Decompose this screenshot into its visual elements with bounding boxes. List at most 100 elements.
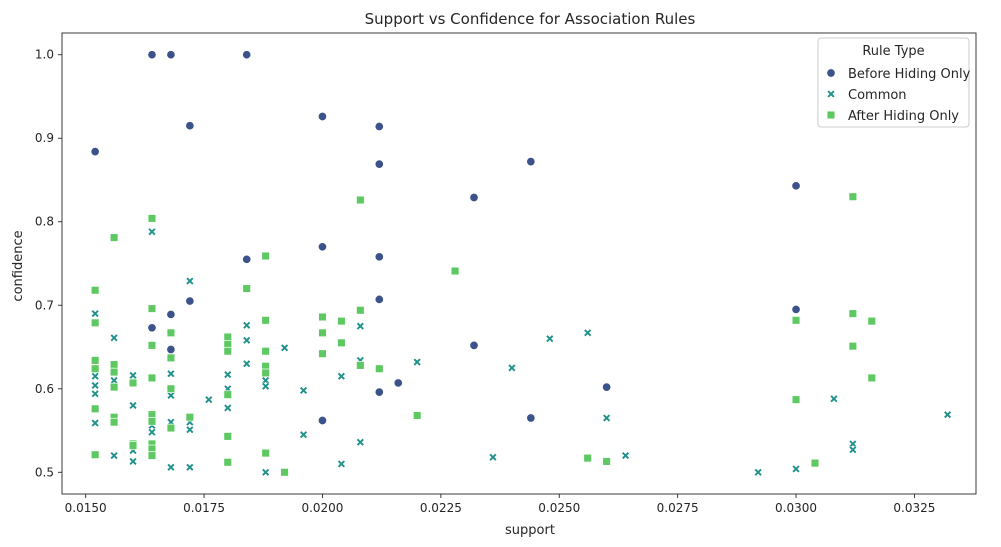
common-point: [128, 457, 138, 466]
after-hiding-point: [90, 356, 100, 365]
after-hiding-point: [261, 251, 270, 261]
before-hiding-point: [147, 323, 157, 333]
after-hiding-point: [147, 304, 157, 313]
plot-area: [61, 32, 977, 495]
common-point: [242, 321, 251, 330]
common-point: [829, 394, 839, 403]
before-hiding-point: [90, 147, 100, 157]
common-point: [147, 227, 157, 236]
common-point: [166, 463, 176, 472]
y-tick-label: 0.5: [35, 465, 54, 479]
common-point: [261, 376, 270, 385]
x-tick-label: 0.0275: [657, 501, 699, 515]
after-hiding-point: [242, 284, 251, 293]
legend-title: Rule Type: [862, 44, 924, 59]
common-point: [109, 376, 119, 385]
after-hiding-point: [867, 373, 877, 383]
chart-title: Support vs Confidence for Association Ru…: [365, 10, 696, 28]
common-point: [848, 439, 858, 449]
after-hiding-point: [356, 306, 365, 315]
common-point: [185, 425, 195, 434]
after-hiding-point: [147, 341, 157, 350]
after-hiding-point: [602, 457, 611, 466]
after-hiding-point: [166, 384, 176, 394]
after-hiding-point: [848, 192, 858, 201]
after-hiding-point: [356, 195, 365, 205]
before-hiding-point: [602, 382, 612, 392]
before-hiding-point: [317, 111, 328, 122]
after-hiding-point: [223, 346, 233, 356]
legend-marker: [826, 68, 836, 78]
common-point: [261, 382, 270, 391]
after-hiding-point: [223, 332, 233, 342]
after-hiding-point: [791, 395, 801, 404]
after-hiding-point: [223, 432, 233, 441]
y-tick-label: 0.9: [35, 131, 54, 145]
after-hiding-point: [450, 266, 460, 276]
before-hiding-point: [317, 242, 328, 252]
after-hiding-point: [128, 441, 138, 450]
after-hiding-point: [90, 364, 100, 373]
legend-entry-label: Common: [848, 88, 907, 103]
before-hiding-point: [374, 121, 384, 132]
x-tick-label: 0.0250: [538, 501, 580, 515]
common-point: [109, 333, 119, 342]
common-point: [242, 336, 251, 345]
after-hiding-point: [109, 382, 119, 392]
common-point: [943, 410, 952, 419]
common-point: [299, 430, 308, 439]
common-point: [242, 359, 251, 368]
before-hiding-point: [166, 309, 176, 319]
common-point: [488, 453, 498, 462]
common-point: [166, 391, 176, 400]
before-hiding-point: [791, 181, 801, 191]
before-hiding-point: [374, 294, 384, 304]
common-point: [356, 321, 365, 331]
after-hiding-point: [810, 458, 820, 468]
after-hiding-point: [261, 316, 270, 325]
after-hiding-point: [318, 312, 327, 322]
after-hiding-point: [147, 417, 157, 426]
before-hiding-point: [147, 50, 157, 60]
before-hiding-point: [469, 192, 479, 203]
after-hiding-point: [223, 390, 233, 399]
after-hiding-point: [147, 214, 157, 223]
after-hiding-point: [166, 423, 176, 433]
common-point: [128, 401, 138, 410]
after-hiding-point: [109, 367, 119, 377]
before-hiding-point: [166, 344, 176, 355]
before-hiding-point: [791, 304, 801, 314]
x-tick-label: 0.0300: [775, 501, 817, 515]
after-hiding-point: [90, 285, 100, 295]
common-point: [90, 381, 100, 390]
after-hiding-point: [867, 316, 877, 326]
before-hiding-point: [526, 157, 536, 167]
y-tick-label: 0.8: [35, 215, 54, 229]
common-point: [90, 309, 100, 318]
before-hiding-point: [526, 413, 536, 423]
before-hiding-point: [242, 50, 252, 60]
y-axis-label: confidence: [11, 230, 26, 301]
common-point: [337, 372, 346, 381]
common-point: [602, 413, 611, 423]
x-tick-label: 0.0325: [893, 501, 935, 515]
after-hiding-point: [356, 361, 365, 370]
legend-entry-label: After Hiding Only: [848, 109, 959, 124]
x-tick-label: 0.0225: [420, 501, 462, 515]
after-hiding-point: [375, 364, 384, 373]
before-hiding-point: [374, 159, 384, 169]
common-point: [299, 386, 308, 395]
before-hiding-point: [317, 415, 328, 426]
common-point: [109, 451, 119, 460]
before-hiding-point: [185, 121, 195, 131]
common-point: [356, 438, 365, 447]
common-point: [147, 428, 157, 437]
common-point: [90, 372, 100, 381]
y-tick-label: 0.6: [35, 382, 54, 396]
common-point: [90, 418, 100, 428]
after-hiding-point: [318, 349, 327, 358]
common-point: [166, 369, 176, 378]
common-point: [261, 468, 270, 477]
common-point: [507, 363, 517, 373]
legend: Rule Type Before Hiding Only Common After H…: [817, 37, 971, 128]
